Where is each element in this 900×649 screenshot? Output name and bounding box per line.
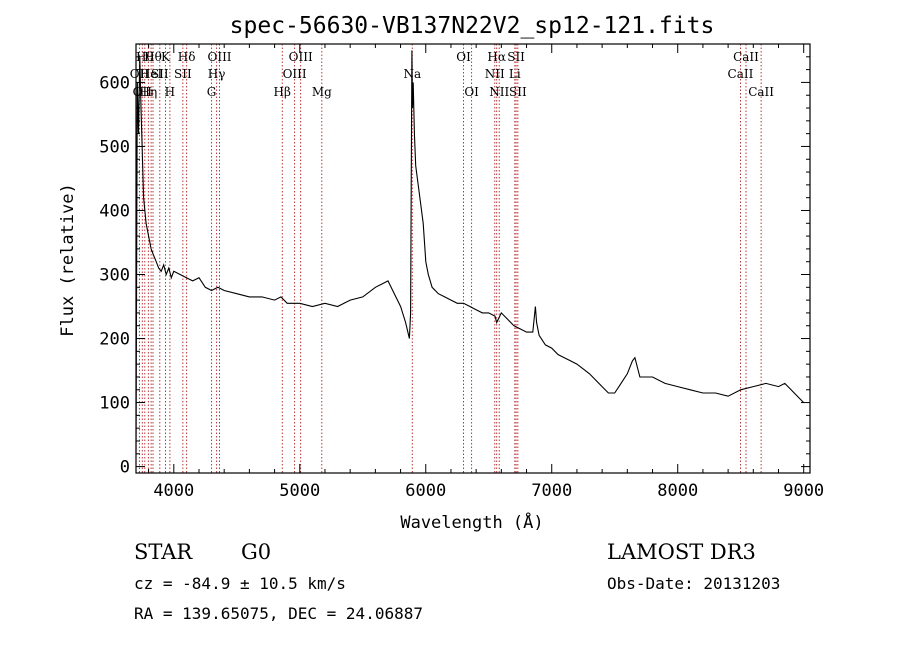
spectral-line-label: CaII <box>748 85 774 99</box>
spectral-line-markers <box>138 44 762 473</box>
y-tick-label: 0 <box>120 458 130 478</box>
spectral-line-label: G <box>207 85 217 99</box>
spectral-line-label: Hδ <box>178 50 196 64</box>
spectral-line-label: SII <box>151 67 169 81</box>
y-tick-label: 200 <box>99 330 130 350</box>
spectral-line-label: CaII <box>733 50 759 64</box>
spectral-line-label: Li <box>509 67 521 81</box>
redshift-readout: cz = -84.9 ± 10.5 km/s <box>134 574 346 593</box>
survey-name: LAMOST DR3 <box>607 540 756 564</box>
spectral-line-label: SII <box>509 85 527 99</box>
chart-title: spec-56630-VB137N22V2_sp12-121.fits <box>230 13 715 39</box>
spectral-line-label: NII <box>489 85 509 99</box>
y-axis: 0 100 200 300 400 500 600 <box>99 56 810 478</box>
y-tick-label: 500 <box>99 137 130 157</box>
x-axis-label: Wavelength (Å) <box>400 511 543 533</box>
object-subclass: G0 <box>241 540 272 564</box>
spectral-line-label: OI <box>456 50 471 64</box>
y-tick-label: 100 <box>99 394 130 414</box>
spectral-line-label: SII <box>174 67 192 81</box>
spectral-line-label: Hθ <box>144 50 162 64</box>
spectral-line-label: Hβ <box>274 85 291 99</box>
spectral-line-label: OIII <box>289 50 313 64</box>
x-tick-label: 9000 <box>783 481 824 501</box>
plot-frame <box>135 43 811 474</box>
spectral-line-label: Hη <box>140 85 158 99</box>
spectral-line-label: Mg <box>312 85 332 99</box>
x-tick-label: 6000 <box>405 481 446 501</box>
x-tick-label: 5000 <box>279 481 320 501</box>
y-tick-label: 300 <box>99 266 130 286</box>
spectral-line-label: HeI <box>140 67 163 81</box>
x-tick-label: 7000 <box>531 481 572 501</box>
y-tick-label: 400 <box>99 201 130 221</box>
object-class: STAR <box>134 540 193 564</box>
spectral-line-label: OIII <box>283 67 307 81</box>
spectral-line-labels: OIIOIIHθHηHeIHθSIIKHSIIHδGHγOIIIHβOIIIOI… <box>130 50 775 99</box>
spectral-line-label: OI <box>464 85 479 99</box>
spectral-line-label: Hγ <box>208 67 226 81</box>
x-tick-label: 4000 <box>153 481 194 501</box>
x-axis: 4000 5000 6000 7000 8000 9000 <box>148 44 824 501</box>
y-tick-label: 600 <box>99 73 130 93</box>
y-axis-label: Flux (relative) <box>58 183 78 337</box>
spectral-line-label: K <box>161 50 171 64</box>
spectral-line-label: CaII <box>728 67 754 81</box>
spectral-line-label: SII <box>507 50 525 64</box>
spectral-line-label: Hα <box>487 50 506 64</box>
spectral-line-label: H <box>165 85 175 99</box>
x-tick-label: 8000 <box>657 481 698 501</box>
spectrum-line <box>135 50 805 454</box>
spectral-line-label: NII <box>485 67 505 81</box>
observation-date: Obs-Date: 20131203 <box>607 574 781 593</box>
spectral-line-label: OIII <box>207 50 231 64</box>
coordinates-readout: RA = 139.65075, DEC = 24.06887 <box>134 604 423 623</box>
